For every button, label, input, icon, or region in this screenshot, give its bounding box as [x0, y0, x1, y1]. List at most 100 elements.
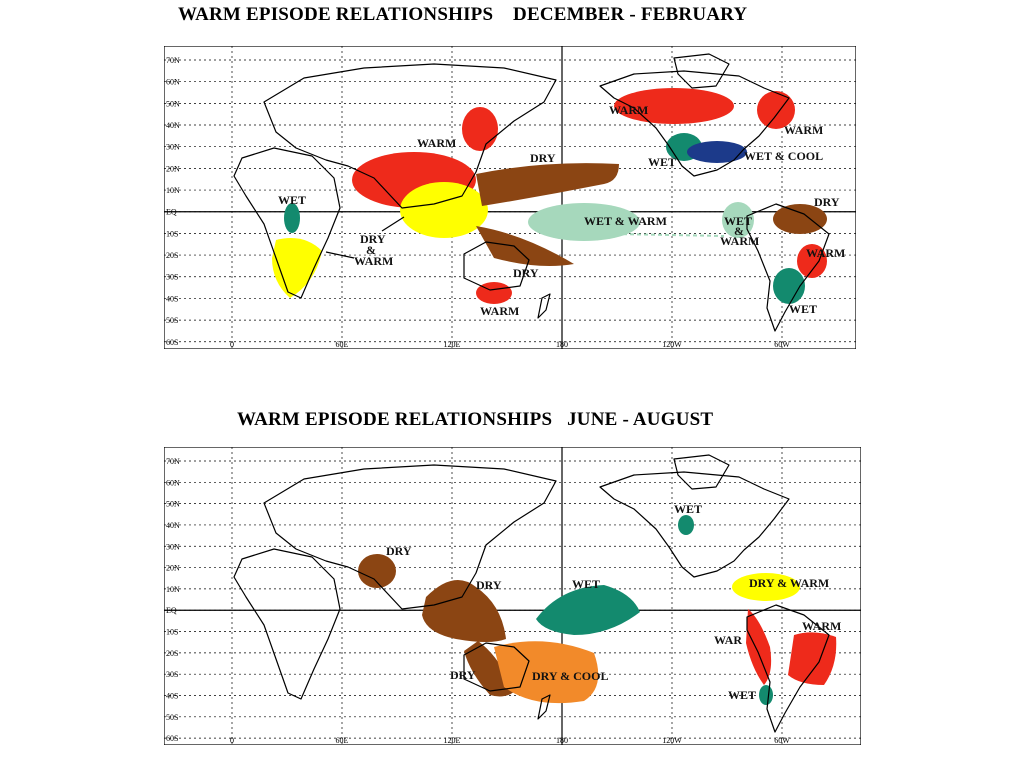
warm-region-southern-australia [476, 282, 512, 304]
map-december-february: 70N 60N 50N 40N 30N 20N 10N EQ 10S 20S 30S 40S 50S 60… [164, 46, 856, 349]
longitude-tick-label: 120E [444, 340, 461, 349]
label-warm-brazil: WARM [802, 619, 841, 633]
latitude-tick-label: 70N [166, 56, 180, 65]
map-june-august: 70N 60N 50N 40N 30N 20N 10N EQ 10S 20S 30S 40S 50S 60… [164, 447, 861, 745]
latitude-tick-label: 40S [166, 294, 178, 303]
label-dry-india: DRY [386, 544, 412, 558]
continent-north-america [599, 471, 790, 578]
island-new-zealand [537, 293, 551, 319]
label-wet-chile: WET [728, 688, 756, 702]
latitude-tick-label: 60S [166, 338, 178, 347]
longitude-ticks: 0 60E 120E 180 120W 60W [230, 736, 790, 745]
latitude-tick-label: 50N [166, 500, 180, 509]
continent-australia [463, 241, 530, 291]
label-dry-indonesia: DRY [476, 578, 502, 592]
latitude-tick-label: 50N [166, 99, 180, 108]
dry-warm-region-indonesia [400, 182, 488, 238]
warm-region-brazil [788, 632, 837, 685]
label-dry-warm-africa-3: WARM [354, 254, 393, 268]
label-wet-usa: WET [648, 155, 676, 169]
wet-warm-region-pacific [528, 203, 640, 241]
region-shapes [272, 88, 827, 304]
label-dry-australia: DRY [450, 668, 476, 682]
dry-region-south-america-north [773, 204, 827, 234]
label-wet-south-america-3: WARM [720, 234, 759, 248]
latitude-tick-label: EQ [166, 208, 177, 217]
map-title-december-february: WARM EPISODE RELATIONSHIPS DECEMBER - FE… [178, 4, 748, 25]
wet-cool-region-usa-east [687, 141, 747, 163]
longitude-tick-label: 120E [444, 736, 461, 745]
latitude-tick-label: 60N [166, 78, 180, 87]
longitude-tick-label: 0 [230, 736, 234, 745]
warm-region-brazil [797, 244, 827, 278]
latitude-tick-label: 40N [166, 121, 180, 130]
continent-africa [233, 548, 341, 700]
warm-region-canada-east [757, 91, 795, 129]
graticule [164, 447, 861, 745]
island-greenland [673, 53, 730, 89]
warm-region-peru-chile [746, 609, 772, 685]
region-shapes [358, 515, 837, 705]
latitude-tick-label: 50S [166, 316, 178, 325]
dry-region-australia [476, 226, 574, 266]
label-wet-africa: WET [278, 193, 306, 207]
map-title-june-august: WARM EPISODE RELATIONSHIPS JUNE - AUGUST [237, 409, 714, 430]
latitude-tick-label: 20N [166, 164, 180, 173]
longitude-tick-label: 60W [774, 736, 790, 745]
continent-eurasia [263, 464, 557, 610]
continent-south-america [746, 203, 830, 332]
warm-region-north-pacific [614, 88, 734, 124]
label-wet-argentina: WET [789, 302, 817, 316]
latitude-tick-label: 10N [166, 186, 180, 195]
dry-warm-region-central-america [732, 573, 800, 601]
latitude-tick-label: 60N [166, 478, 180, 487]
longitude-tick-label: 180 [556, 736, 568, 745]
longitude-tick-label: 60W [774, 340, 790, 349]
longitude-ticks: 0 60E 120E 180 120W 60W [230, 340, 790, 349]
warm-region-east-asia [462, 107, 498, 151]
latitude-tick-label: 40N [166, 521, 180, 530]
label-warm-west-pacific: WARM [417, 136, 456, 150]
label-wet-south-america-2: & [734, 224, 744, 238]
latitude-tick-label: 20S [166, 649, 178, 658]
longitude-tick-label: 180 [556, 340, 568, 349]
arrow-to-africa [325, 251, 355, 259]
continent-africa [233, 147, 341, 299]
label-dry-pacific: DRY [530, 151, 556, 165]
wet-region-pacific [536, 585, 640, 635]
dry-region-indonesia [422, 579, 506, 642]
wet-region-north-america [678, 515, 694, 535]
coastlines [233, 454, 830, 733]
label-dry-warm-africa-1: DRY [360, 232, 386, 246]
continent-north-america [599, 70, 790, 177]
latitude-tick-label: 30S [166, 273, 178, 282]
dry-cool-region-pacific [494, 641, 599, 704]
latitude-tick-label: 20N [166, 564, 180, 573]
label-warm-brazil: WARM [806, 246, 845, 260]
label-warm-peru: WAR [714, 633, 742, 647]
label-dry-cool-pacific: DRY & COOL [532, 669, 608, 683]
wet-region-chile [759, 685, 773, 705]
latitude-tick-label: 50S [166, 713, 178, 722]
region-labels: WARM WARM WARM DRY WET WET & COOL WET DR… [278, 103, 845, 318]
longitude-tick-label: 60E [336, 340, 349, 349]
latitude-tick-label: 10N [166, 585, 180, 594]
wet-region-africa [284, 203, 300, 233]
dry-region-australia [464, 641, 514, 697]
label-dry-south-america: DRY [814, 195, 840, 209]
longitude-tick-label: 0 [230, 340, 234, 349]
latitude-tick-label: 40S [166, 691, 178, 700]
label-warm-canada: WARM [784, 123, 823, 137]
island-greenland [673, 454, 730, 490]
wet-region-argentina [773, 268, 805, 304]
island-new-zealand [537, 694, 551, 720]
label-wet-north-america: WET [674, 502, 702, 516]
longitude-tick-label: 60E [336, 736, 349, 745]
latitude-tick-label: 30N [166, 143, 180, 152]
label-warm-north-pacific: WARM [609, 103, 648, 117]
region-labels: WET DRY DRY WET DRY & WARM WARM WAR DRY … [386, 502, 841, 702]
latitude-tick-label: 10S [166, 628, 178, 637]
latitude-tick-label: 30N [166, 542, 180, 551]
longitude-tick-label: 120W [662, 736, 682, 745]
callout-arrows [325, 216, 725, 259]
